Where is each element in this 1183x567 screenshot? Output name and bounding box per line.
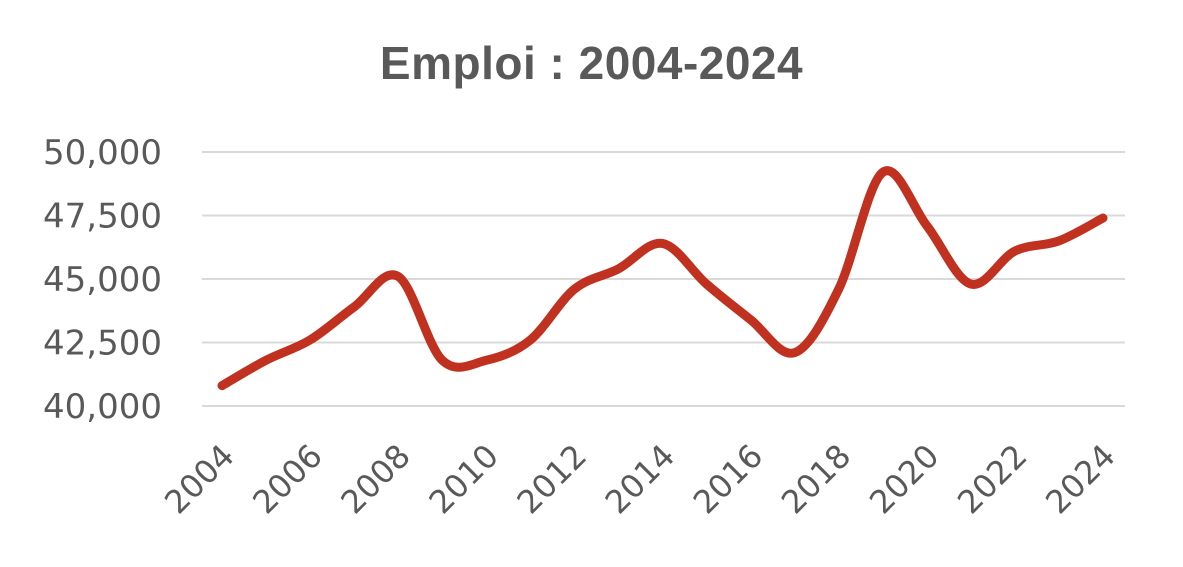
data-point-2013 <box>616 266 621 271</box>
series-layer <box>217 166 1108 391</box>
gridlines <box>202 151 1125 407</box>
data-point-2011 <box>528 337 533 342</box>
data-point-2009 <box>440 358 445 363</box>
y-tick-label: 45,000 <box>43 260 162 300</box>
data-point-2020 <box>924 223 929 228</box>
data-point-2023 <box>1056 238 1061 243</box>
y-axis-ticks: 40,000 42,500 45,000 47,500 50,000 <box>43 133 162 427</box>
data-point-2012 <box>572 287 577 292</box>
data-point-2022 <box>1012 249 1017 254</box>
data-point-2016 <box>748 317 753 322</box>
data-point-2019 <box>880 170 885 175</box>
chart-title: Emploi : 2004-2024 <box>379 37 804 89</box>
x-tick-label: 2010 <box>422 437 506 521</box>
data-point-2004 <box>220 383 224 388</box>
data-point-2006 <box>308 337 313 342</box>
data-point-2018 <box>836 287 841 292</box>
data-point-2014 <box>660 241 665 246</box>
data-point-2017 <box>792 350 797 355</box>
x-tick-label: 2018 <box>774 437 858 521</box>
data-point-2021 <box>968 282 973 287</box>
series-line-0 <box>217 166 1108 391</box>
x-tick-label: 2016 <box>686 437 770 521</box>
x-tick-label: 2012 <box>510 437 594 521</box>
y-tick-label: 50,000 <box>43 133 162 173</box>
x-tick-label: 2020 <box>862 437 946 521</box>
data-point-2024 <box>1101 216 1105 221</box>
data-point-2008 <box>396 274 401 279</box>
y-tick-label: 42,500 <box>43 324 162 364</box>
x-tick-label: 2024 <box>1038 437 1122 521</box>
x-tick-label: 2008 <box>333 437 417 521</box>
y-tick-label: 40,000 <box>43 387 162 427</box>
data-point-2015 <box>704 282 709 287</box>
y-tick-label: 47,500 <box>43 197 162 237</box>
x-tick-label: 2014 <box>598 437 682 521</box>
data-point-2010 <box>484 358 489 363</box>
data-point-2005 <box>264 358 269 363</box>
x-tick-label: 2022 <box>950 437 1034 521</box>
x-axis-ticks: 2004 2006 2008 2010 2012 2014 2016 2018 2020 2022… <box>157 437 1122 521</box>
x-tick-label: 2004 <box>157 437 241 521</box>
data-point-2007 <box>352 304 357 309</box>
x-tick-label: 2006 <box>245 437 329 521</box>
